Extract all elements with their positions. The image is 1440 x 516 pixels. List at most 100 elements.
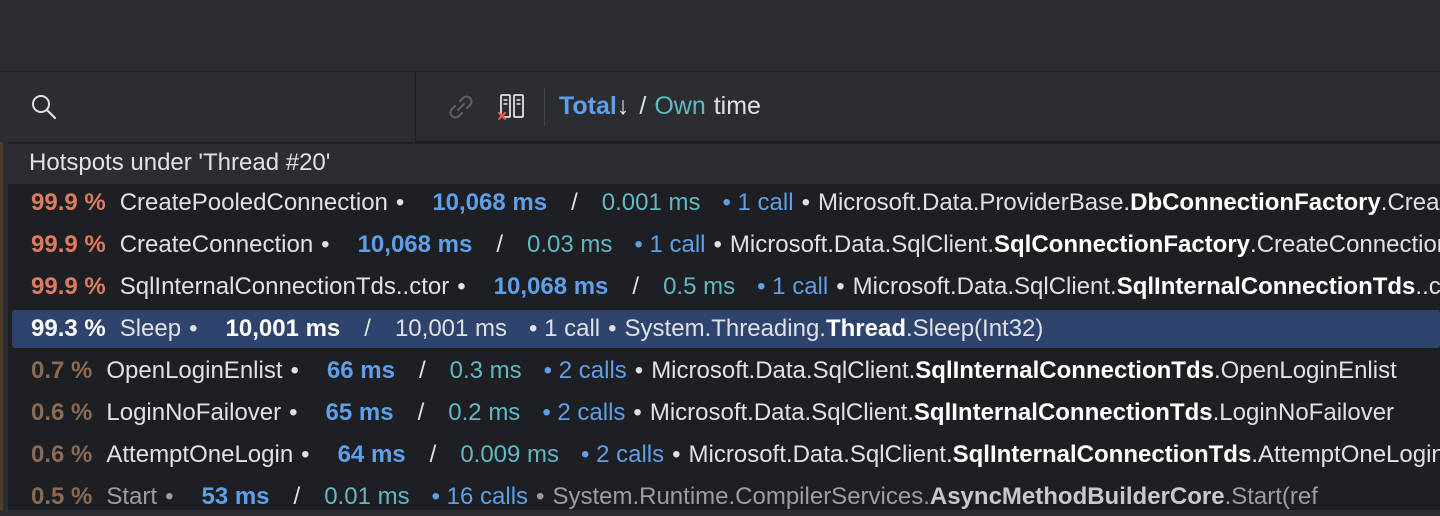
separator-dot: • (633, 399, 642, 426)
table-row[interactable]: 0.6 % AttemptOneLogin • 64 ms / 0.009 ms • 2 c… (12, 436, 1440, 474)
own-time: 10,001 ms (394, 315, 508, 342)
hotspot-list: 99.9 % CreatePooledConnection • 10,068 ms/0… (8, 184, 1440, 510)
total-time: 10,068 ms (357, 231, 473, 258)
method-signature: .Start(ref (1224, 483, 1318, 510)
namespace: Microsoft.Data.SqlClient. (729, 231, 994, 258)
percent-value: 99.3 % (31, 315, 106, 342)
namespace: Microsoft.Data.SqlClient. (688, 441, 953, 468)
total-time: 10,068 ms (432, 189, 548, 216)
call-count: • 1 call (634, 231, 706, 258)
class-name: SqlInternalConnectionTds (952, 441, 1252, 468)
total-time: 64 ms (337, 441, 406, 468)
method-name: CreateConnection (119, 231, 314, 258)
own-time: 0.01 ms (324, 483, 410, 510)
table-row[interactable]: 0.6 % LoginNoFailover • 65 ms / 0.2 ms • 2 cal… (12, 394, 1440, 432)
method-name: Start (106, 483, 158, 510)
method-name: OpenLoginEnlist (106, 357, 283, 384)
hotspots-panel: Total ↓ / Own time Hotspots under 'Threa… (8, 71, 1440, 510)
method-name: SqlInternalConnectionTds..ctor (119, 273, 450, 300)
call-count: • 2 calls (543, 357, 627, 384)
table-row-selected[interactable]: 99.3 % Sleep • 10,001 ms / 10,001 ms • 1 call •… (12, 310, 1440, 348)
separator-dot: • (713, 231, 722, 258)
percent-value: 99.9 % (31, 273, 106, 300)
method-signature: ..ctor (1415, 273, 1440, 300)
namespace: Microsoft.Data.SqlClient. (852, 273, 1117, 300)
total-time: 65 ms (325, 399, 394, 426)
toolbar: Total ↓ / Own time (8, 71, 1440, 142)
time-separator: / (429, 441, 437, 468)
table-row[interactable]: 99.9 % SqlInternalConnectionTds..ctor • 10,… (12, 268, 1440, 306)
namespace: Microsoft.Data.SqlClient. (651, 357, 916, 384)
class-name: Thread (825, 315, 906, 342)
table-row[interactable]: 0.5 % Start • 53 ms / 0.01 ms • 16 calls • Syste… (12, 478, 1440, 516)
percent-value: 0.6 % (31, 399, 93, 426)
total-time: 66 ms (326, 357, 395, 384)
percent-value: 0.7 % (31, 357, 93, 384)
method-signature: .OpenLoginEnlist (1213, 357, 1397, 384)
percent-value: 0.6 % (31, 441, 93, 468)
sort-total-link[interactable]: Total (559, 92, 617, 120)
time-separator: / (632, 273, 640, 300)
link-button[interactable] (444, 90, 478, 124)
call-count: • 16 calls (431, 483, 529, 510)
search-input[interactable] (8, 71, 416, 142)
separator-dot: • (189, 315, 198, 342)
own-time: 0.3 ms (449, 357, 522, 384)
separator-dot: • (801, 189, 810, 216)
namespace: Microsoft.Data.ProviderBase. (817, 189, 1131, 216)
time-separator: / (496, 231, 504, 258)
call-count: • 2 calls (542, 399, 626, 426)
time-separator: / (418, 357, 426, 384)
class-name: DbConnectionFactory (1130, 189, 1381, 216)
time-separator: / (571, 189, 578, 216)
sort-mode-toggle[interactable]: Total ↓ / Own time (559, 92, 761, 121)
method-name: CreatePooledConnection (119, 189, 388, 216)
tree-header: Hotspots under 'Thread #20' (8, 144, 1440, 184)
sort-own-link[interactable]: Own (654, 92, 706, 120)
method-signature: .AttemptOneLogin (1251, 441, 1440, 468)
method-signature: .CreatePooledConnection (1380, 189, 1440, 216)
search-icon (32, 94, 57, 119)
percent-value: 99.9 % (31, 231, 106, 258)
percent-value: 99.9 % (31, 189, 106, 216)
compare-snapshots-button[interactable] (496, 90, 530, 124)
namespace: System.Threading. (624, 315, 826, 342)
own-time: 0.2 ms (448, 399, 521, 426)
toolbar-separator (544, 87, 545, 126)
separator-dot: • (290, 357, 299, 384)
separator-dot: • (301, 441, 310, 468)
total-time: 10,068 ms (493, 273, 609, 300)
own-time: 0.001 ms (601, 189, 701, 216)
method-name: Sleep (119, 315, 182, 342)
total-time: 53 ms (201, 483, 270, 510)
namespace: Microsoft.Data.SqlClient. (649, 399, 914, 426)
time-separator: / (293, 483, 301, 510)
class-name: SqlInternalConnectionTds (913, 399, 1213, 426)
own-time: 0.009 ms (460, 441, 560, 468)
separator-dot: • (672, 441, 681, 468)
class-name: AsyncMethodBuilderCore (929, 483, 1225, 510)
toolbar-actions: Total ↓ / Own time (416, 72, 761, 142)
total-time: 10,001 ms (225, 315, 341, 342)
class-name: SqlInternalConnectionTds (915, 357, 1214, 384)
own-time: 0.5 ms (663, 273, 736, 300)
separator-dot: • (395, 189, 405, 216)
method-name: AttemptOneLogin (106, 441, 294, 468)
call-count: • 2 calls (581, 441, 665, 468)
table-row[interactable]: 99.9 % CreateConnection • 10,068 ms / 0.03 ms… (12, 226, 1440, 264)
separator-dot: • (608, 315, 617, 342)
separator-dot: • (289, 399, 298, 426)
separator-dot: • (321, 231, 330, 258)
class-name: SqlConnectionFactory (994, 231, 1251, 258)
sort-descending-icon: ↓ (616, 92, 630, 120)
method-name: LoginNoFailover (106, 399, 282, 426)
compare-columns-icon (497, 93, 524, 120)
separator-dot: • (836, 273, 845, 300)
table-row[interactable]: 99.9 % CreatePooledConnection • 10,068 ms / 0… (12, 184, 1440, 222)
sort-separator: / (639, 92, 647, 120)
link-icon (449, 94, 473, 119)
time-separator: / (417, 399, 425, 426)
gutter-marker (0, 142, 3, 510)
table-row[interactable]: 0.7 % OpenLoginEnlist • 66 ms / 0.3 ms • 2 cal… (12, 352, 1440, 390)
separator-dot: • (634, 357, 644, 384)
